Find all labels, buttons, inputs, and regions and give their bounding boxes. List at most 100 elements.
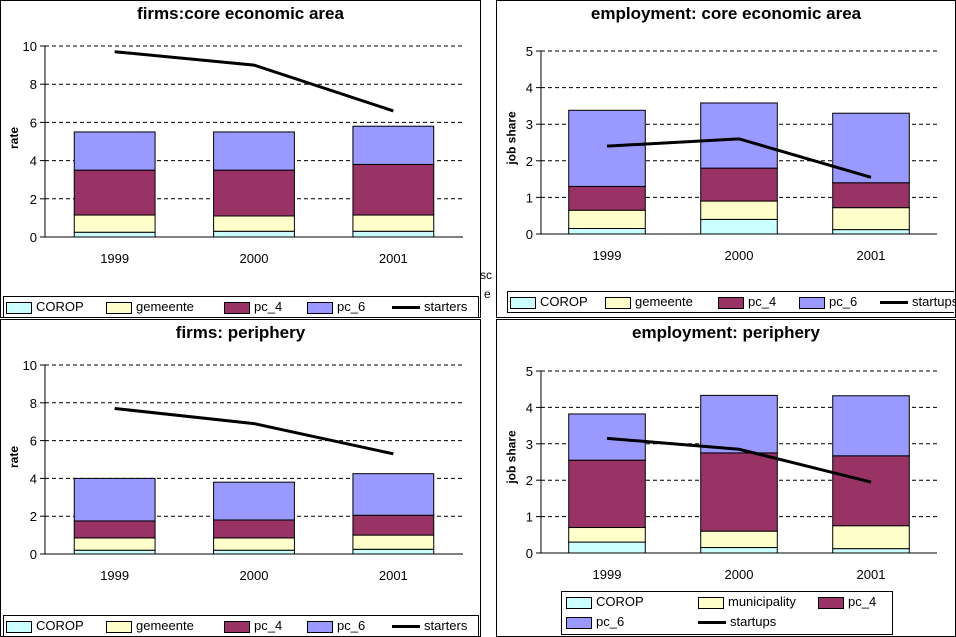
legend-swatch (718, 296, 744, 309)
x-tick-label: 2001 (379, 568, 408, 583)
legend-swatch (818, 596, 844, 609)
legend-item-pc6: pc_6 (799, 294, 857, 309)
legend-label: pc_6 (596, 614, 625, 629)
legend-label: pc_6 (337, 618, 366, 633)
chart-legend: COROP gemeente pc_4 pc_6 startups (507, 291, 956, 313)
bar-segment-pc6 (352, 125, 435, 165)
y-tick-label: 0 (30, 230, 37, 245)
legend-label: starters (424, 618, 468, 633)
bar-segment-pc6 (700, 394, 778, 454)
legend-item-pc4: pc_4 (224, 299, 282, 314)
legend-swatch (224, 620, 250, 633)
legend-item-corop: COROP (6, 299, 84, 314)
y-tick-label: 4 (526, 81, 533, 96)
bar-segment-gemeente (213, 215, 295, 232)
bar-segment-pc4 (73, 520, 156, 539)
x-tick-label: 2000 (240, 251, 269, 266)
bar-segment-gemeente (568, 209, 646, 230)
y-tick-label: 5 (526, 364, 533, 379)
x-tick-label: 2000 (725, 567, 754, 582)
bar-segment-corop (73, 231, 156, 238)
y-tick-label: 3 (526, 437, 533, 452)
chart-legend: COROP gemeente pc_4 pc_6 starters (3, 615, 479, 637)
y-tick-label: 5 (526, 44, 533, 59)
bar-segment-gemeente (73, 537, 156, 551)
bar-segment-pc6 (832, 395, 910, 457)
y-tick-label: 2 (30, 509, 37, 524)
bar-segment-gemeente (73, 214, 156, 233)
legend-item-starters: starters (392, 299, 467, 314)
chart-panel-employment-core: employment: core economic area job share… (496, 0, 956, 318)
y-tick-label: 2 (30, 192, 37, 207)
legend-item-corop: COROP (6, 618, 84, 633)
bar-segment-pc4 (700, 452, 778, 532)
x-tick-label: 2001 (857, 567, 886, 582)
legend-swatch (307, 620, 333, 633)
chart-svg: 0 1 2 3 4 5 1999 2000 2001 (526, 364, 937, 582)
legend-item-pc6: pc_6 (307, 618, 365, 633)
bar-segment-corop (568, 541, 646, 554)
bar-segment-pc6 (568, 109, 646, 187)
legend-item-startups: startups (880, 294, 956, 309)
bar-segment-pc6 (352, 473, 435, 516)
legend-swatch (106, 301, 132, 314)
legend-label: gemeente (136, 299, 194, 314)
line-series-starters (114, 50, 394, 113)
bar-segment-pc6 (213, 131, 295, 171)
legend-label: startups (912, 294, 956, 309)
legend-item-municipality: municipality (698, 594, 796, 609)
bar-segment-pc4 (352, 163, 435, 216)
legend-item-starters: starters (392, 618, 467, 633)
legend-swatch (307, 301, 333, 314)
legend-line-swatch (698, 621, 726, 625)
bar-segment-pc6 (700, 102, 778, 169)
legend-item-pc4: pc_4 (818, 594, 876, 609)
bar-segment-corop (352, 548, 435, 555)
y-tick-label: 0 (526, 546, 533, 561)
legend-swatch (6, 620, 32, 633)
bar-segment-corop (832, 548, 910, 554)
legend-item-pc4: pc_4 (718, 294, 776, 309)
legend-line-swatch (392, 625, 420, 629)
x-tick-label: 1999 (593, 567, 622, 582)
legend-label: pc_6 (337, 299, 366, 314)
legend-label: gemeente (136, 618, 194, 633)
y-tick-label: 8 (30, 396, 37, 411)
legend-swatch (698, 596, 724, 609)
line-series-startups (606, 137, 872, 179)
legend-label: COROP (540, 294, 588, 309)
legend-swatch (799, 296, 825, 309)
y-tick-label: 10 (23, 39, 37, 54)
legend-item-gemeente: gemeente (106, 299, 194, 314)
bar-segment-pc6 (568, 413, 646, 461)
bar-segment-corop (832, 229, 910, 235)
bar-segment-gemeente (700, 200, 778, 220)
legend-swatch (106, 620, 132, 633)
x-tick-label: 1999 (100, 251, 129, 266)
x-tick-label: 2000 (240, 568, 269, 583)
legend-swatch (510, 296, 536, 309)
bar-segment-corop (700, 547, 778, 554)
legend-line-swatch (880, 301, 908, 305)
legend-label: startups (730, 614, 777, 629)
y-tick-label: 1 (526, 190, 533, 205)
bar-segment-gemeente (352, 214, 435, 232)
legend-label: COROP (36, 618, 84, 633)
bar-segment-pc4 (213, 169, 295, 217)
bar-segment-pc4 (832, 455, 910, 527)
legend-label: COROP (596, 594, 644, 609)
chart-panel-firms-core: firms:core economic area rate 0 2 4 6 8 10 199… (0, 0, 481, 318)
legend-item-corop: COROP (566, 594, 644, 609)
bar-segment-corop (213, 549, 295, 555)
bar-segment-corop (352, 230, 435, 238)
bar-segment-corop (568, 228, 646, 235)
bar-segment-gemeente (213, 537, 295, 551)
bar-segment-corop (73, 549, 156, 555)
legend-swatch (566, 596, 592, 609)
bar-segment-corop (213, 230, 295, 238)
legend-label: pc_4 (848, 594, 877, 609)
line-series-startups (606, 436, 872, 484)
chart-title: employment: periphery (632, 323, 820, 342)
y-tick-label: 4 (30, 471, 37, 486)
chart-title: firms: periphery (175, 323, 306, 342)
